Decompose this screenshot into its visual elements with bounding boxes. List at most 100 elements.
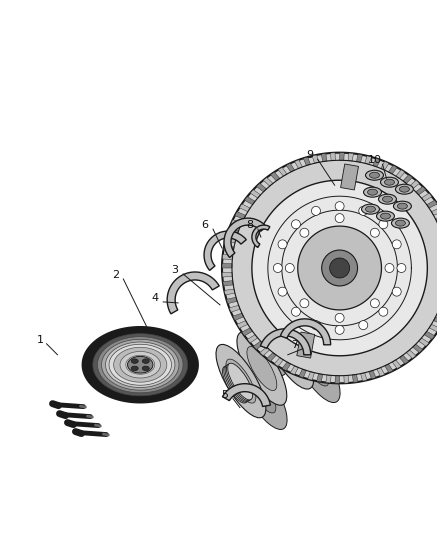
Polygon shape (224, 289, 235, 295)
Ellipse shape (367, 189, 378, 195)
Text: 6: 6 (201, 220, 208, 230)
Text: 9: 9 (306, 150, 313, 160)
Polygon shape (250, 190, 261, 198)
Polygon shape (290, 366, 298, 375)
Polygon shape (435, 216, 438, 223)
Circle shape (371, 228, 379, 237)
Polygon shape (303, 157, 311, 166)
Ellipse shape (247, 346, 277, 391)
Ellipse shape (249, 319, 276, 359)
Polygon shape (381, 161, 389, 170)
Polygon shape (229, 305, 240, 312)
Polygon shape (263, 177, 273, 186)
Ellipse shape (274, 330, 304, 374)
Ellipse shape (131, 366, 138, 370)
Polygon shape (267, 353, 276, 361)
Circle shape (278, 240, 287, 249)
Ellipse shape (366, 206, 375, 212)
Ellipse shape (369, 281, 391, 314)
Polygon shape (413, 344, 423, 353)
Polygon shape (256, 183, 267, 192)
Polygon shape (419, 338, 429, 346)
Polygon shape (348, 153, 353, 161)
Text: 8: 8 (246, 220, 254, 230)
Polygon shape (335, 376, 339, 383)
Circle shape (321, 250, 357, 286)
Circle shape (392, 287, 401, 296)
Circle shape (335, 201, 344, 211)
Ellipse shape (237, 302, 287, 376)
Polygon shape (299, 369, 306, 378)
Polygon shape (392, 360, 401, 369)
Polygon shape (224, 218, 266, 257)
Polygon shape (225, 237, 236, 243)
Polygon shape (280, 319, 331, 345)
Polygon shape (244, 197, 255, 205)
Polygon shape (226, 297, 237, 304)
Polygon shape (286, 163, 294, 172)
Polygon shape (321, 154, 327, 161)
Ellipse shape (399, 186, 410, 192)
Ellipse shape (377, 211, 395, 221)
Circle shape (359, 206, 368, 215)
Circle shape (359, 321, 368, 329)
Ellipse shape (343, 298, 392, 371)
Ellipse shape (361, 204, 379, 214)
Polygon shape (228, 228, 239, 235)
Polygon shape (102, 340, 179, 390)
Bar (297, 332, 315, 358)
Circle shape (330, 258, 350, 278)
Polygon shape (424, 332, 435, 340)
Ellipse shape (397, 203, 407, 209)
Circle shape (300, 299, 309, 308)
Polygon shape (247, 335, 258, 343)
Polygon shape (310, 296, 349, 330)
Bar (341, 164, 358, 190)
Polygon shape (416, 187, 426, 195)
Polygon shape (282, 362, 291, 371)
Circle shape (379, 220, 388, 229)
Polygon shape (309, 326, 322, 376)
Polygon shape (295, 160, 302, 168)
Ellipse shape (385, 179, 395, 185)
Ellipse shape (142, 359, 149, 364)
Polygon shape (365, 156, 371, 164)
Polygon shape (271, 172, 280, 181)
Ellipse shape (226, 364, 251, 401)
Ellipse shape (381, 177, 399, 187)
Circle shape (311, 206, 321, 215)
Polygon shape (339, 152, 344, 160)
Ellipse shape (381, 213, 390, 219)
Polygon shape (252, 180, 427, 356)
Polygon shape (421, 193, 432, 201)
Polygon shape (399, 355, 409, 364)
Ellipse shape (131, 359, 138, 364)
Polygon shape (223, 254, 233, 260)
Polygon shape (256, 359, 268, 403)
Polygon shape (373, 158, 380, 167)
Ellipse shape (303, 286, 330, 327)
Ellipse shape (142, 366, 149, 370)
Polygon shape (223, 246, 234, 251)
Circle shape (335, 313, 344, 322)
Ellipse shape (301, 314, 331, 358)
Text: 5: 5 (222, 390, 229, 400)
Text: 10: 10 (367, 155, 381, 165)
Ellipse shape (396, 220, 406, 226)
Circle shape (291, 307, 300, 316)
Ellipse shape (228, 363, 253, 400)
Polygon shape (167, 272, 219, 314)
Polygon shape (231, 220, 242, 227)
Ellipse shape (378, 194, 396, 204)
Polygon shape (389, 165, 397, 174)
Ellipse shape (248, 373, 276, 413)
Polygon shape (326, 375, 331, 383)
Circle shape (291, 220, 300, 229)
Polygon shape (396, 169, 405, 179)
Circle shape (397, 263, 406, 272)
Polygon shape (106, 342, 175, 387)
Ellipse shape (291, 300, 341, 373)
Polygon shape (344, 375, 349, 383)
Ellipse shape (342, 269, 392, 342)
Circle shape (392, 240, 401, 249)
